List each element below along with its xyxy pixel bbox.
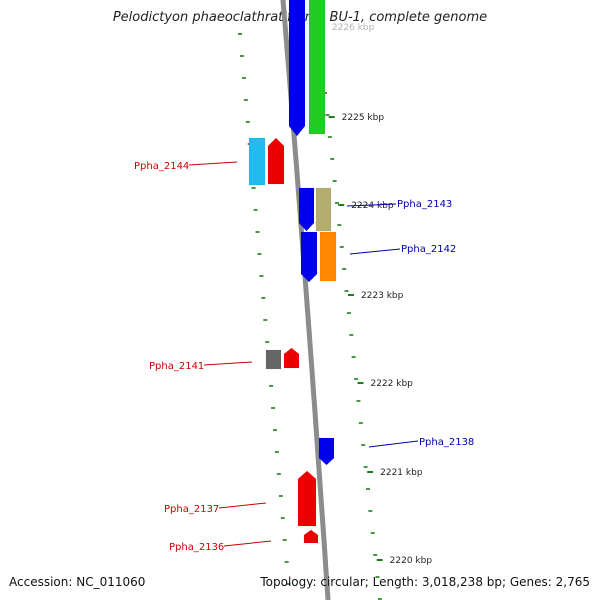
gene-arrow xyxy=(288,0,306,137)
gene-arrow xyxy=(318,437,335,466)
label-leader-line xyxy=(218,502,267,509)
gene-arrow xyxy=(297,470,317,527)
gene-arrow xyxy=(267,137,285,185)
gene-arrow xyxy=(319,231,337,282)
accession-text: Accession: NC_011060 xyxy=(9,575,146,589)
gene-label: Ppha_2138 xyxy=(419,437,474,448)
scale-label: 2226 kbp xyxy=(332,23,375,33)
scale-label: 2221 kbp xyxy=(380,468,423,478)
scale-label: 2224 kbp xyxy=(351,201,394,211)
gene-arrow xyxy=(248,137,266,186)
gene-arrow xyxy=(300,231,318,283)
scale-label: 2223 kbp xyxy=(361,291,404,301)
label-leader-line xyxy=(203,361,253,366)
gene-label: Ppha_2143 xyxy=(397,199,452,210)
gene-label: Ppha_2137 xyxy=(164,504,219,515)
label-leader-line xyxy=(346,203,397,207)
gene-arrow xyxy=(283,347,300,369)
gene-arrow xyxy=(303,529,319,544)
gene-label: Ppha_2142 xyxy=(401,244,456,255)
label-leader-line xyxy=(368,440,419,448)
gene-label: Ppha_2144 xyxy=(134,161,189,172)
gene-label: Ppha_2141 xyxy=(149,361,204,372)
label-leader-line xyxy=(223,540,272,547)
gene-arrow xyxy=(315,187,332,232)
scale-label: 2225 kbp xyxy=(342,113,385,123)
gene-arrow xyxy=(298,187,315,232)
label-leader-line xyxy=(188,161,238,166)
gene-arrow xyxy=(308,0,326,135)
genome-summary: Topology: circular; Length: 3,018,238 bp… xyxy=(260,575,590,589)
label-leader-line xyxy=(349,248,401,255)
gene-arrow xyxy=(265,349,282,370)
scale-label: 2220 kbp xyxy=(390,556,433,566)
scale-label: 2222 kbp xyxy=(370,379,413,389)
gene-label: Ppha_2136 xyxy=(169,542,224,553)
